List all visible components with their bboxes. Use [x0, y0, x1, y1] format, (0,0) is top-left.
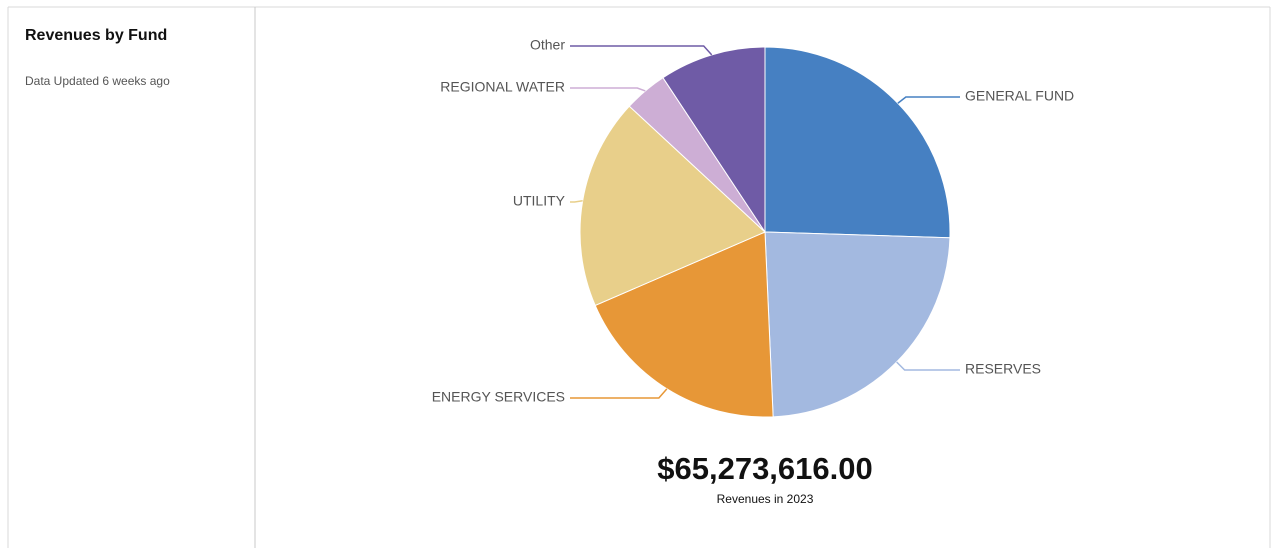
slice-label: Other: [530, 37, 565, 53]
total-value: $65,273,616.00: [657, 451, 873, 486]
pie-slice: [764, 46, 951, 239]
slice-label: ENERGY SERVICES: [432, 389, 565, 405]
total-caption: Revenues in 2023: [717, 492, 814, 506]
widget-title: Revenues by Fund: [25, 27, 167, 44]
leader-line: [897, 96, 960, 104]
pie-slice: [764, 231, 951, 418]
updated-note: Data Updated 6 weeks ago: [25, 74, 170, 88]
slice-label: UTILITY: [513, 193, 566, 209]
slice-label: RESERVES: [965, 361, 1041, 377]
leader-line: [570, 388, 668, 399]
pie-slice: [579, 105, 766, 307]
leader-line: [570, 87, 646, 92]
leader-line: [570, 200, 583, 203]
leader-line: [896, 361, 960, 371]
slice-label: GENERAL FUND: [965, 88, 1074, 104]
slice-label: REGIONAL WATER: [440, 79, 565, 95]
leader-line: [570, 45, 713, 56]
